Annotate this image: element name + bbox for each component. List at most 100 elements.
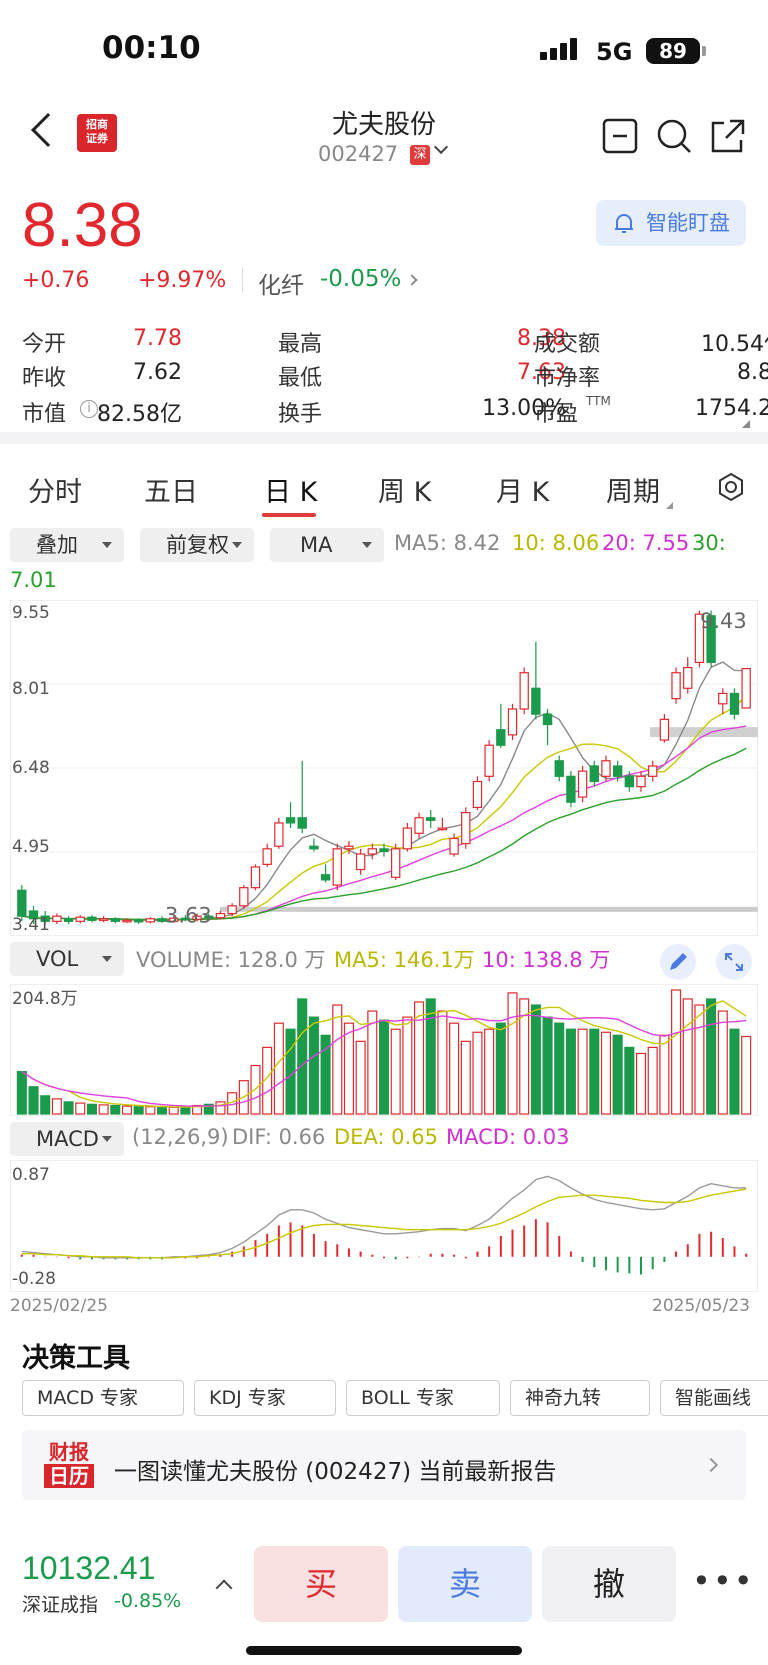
ma10-line	[21, 695, 747, 921]
tool-button[interactable]: BOLL 专家	[346, 1380, 500, 1416]
candle-body	[28, 910, 39, 920]
sell-button[interactable]: 卖	[398, 1546, 532, 1622]
settings-icon[interactable]	[716, 472, 746, 502]
tool-button[interactable]: MACD 专家	[22, 1380, 184, 1416]
volume-bar	[215, 1101, 226, 1115]
candle-body	[215, 912, 226, 919]
volume-bar	[729, 1028, 740, 1115]
overlay-dropdown[interactable]: 叠加	[10, 528, 124, 562]
volume-bar	[390, 1028, 401, 1115]
stat-value: 7.78	[133, 326, 182, 351]
section-divider	[0, 432, 768, 444]
tab-3[interactable]: 周 K	[378, 477, 432, 508]
tool-button[interactable]: 神奇九转	[510, 1380, 650, 1416]
info-icon[interactable]: i	[80, 400, 98, 418]
volume-bar	[589, 1028, 600, 1115]
tab-1[interactable]: 五日	[144, 477, 198, 508]
ma5-line	[21, 661, 747, 922]
stat-label: 最高	[278, 332, 323, 357]
fullscreen-button[interactable]	[716, 944, 752, 980]
macd-value: MACD: 0.03	[446, 1125, 570, 1149]
pe-ttm-sup: TTM	[586, 394, 611, 408]
smart-watch-button[interactable]: 智能盯盘	[596, 200, 746, 246]
sector-change[interactable]: -0.05%	[320, 266, 402, 292]
candle-body	[589, 765, 599, 783]
candle-body	[98, 918, 109, 921]
chevron-up-icon[interactable]	[215, 1579, 233, 1597]
dea-line	[21, 1188, 747, 1259]
tab-2[interactable]: 日 K	[264, 477, 318, 508]
more-icon[interactable]: •••	[692, 1562, 755, 1600]
candlestick-chart[interactable]: 9.55 8.01 6.48 4.95 3.41 9.43 3.63	[10, 600, 758, 936]
home-indicator	[246, 1646, 522, 1655]
vol-dropdown[interactable]: VOL	[10, 942, 124, 976]
candle-body	[192, 915, 202, 920]
volume-bar	[554, 1022, 565, 1115]
index-name[interactable]: 深证成指	[22, 1594, 99, 1616]
report-banner[interactable]	[22, 1430, 746, 1500]
volume-bar	[378, 1019, 390, 1115]
search-icon[interactable]	[656, 118, 692, 154]
volume-bar	[98, 1104, 109, 1115]
candle-body	[285, 817, 296, 824]
chevron-right-icon[interactable]	[406, 274, 418, 286]
network-type: 5G	[596, 38, 633, 66]
date-end: 2025/05/23	[652, 1296, 750, 1316]
vol-ma10-line	[21, 1014, 747, 1107]
report-logo-line1: 财报	[49, 1440, 89, 1464]
volume-bar	[40, 1095, 51, 1115]
candle-body	[309, 845, 319, 850]
adjust-dropdown[interactable]: 前复权	[140, 528, 254, 562]
candle-body	[40, 915, 50, 922]
vol-ma5-legend: MA5: 146.1万	[334, 948, 475, 972]
volume-bar	[28, 1086, 39, 1115]
candle-body	[332, 848, 342, 886]
volume-bar	[121, 1105, 133, 1115]
buy-button[interactable]: 买	[254, 1546, 388, 1622]
report-logo-line2: 日历	[44, 1464, 94, 1488]
volume-legend: VOLUME: 128.0 万	[136, 948, 326, 972]
index-value[interactable]: 10132.41	[22, 1550, 156, 1586]
candle-body	[262, 848, 272, 865]
share-icon[interactable]	[710, 118, 746, 154]
price-axis-label: 8.01	[12, 679, 50, 699]
exchange-badge: 深	[410, 145, 430, 165]
chevron-down-icon[interactable]	[433, 139, 449, 155]
smart-watch-label: 智能盯盘	[646, 211, 730, 235]
tool-button[interactable]: 智能画线	[660, 1380, 768, 1416]
stat-value: 13.00%	[482, 396, 566, 421]
battery-nub	[702, 46, 706, 56]
candle-body	[17, 889, 27, 917]
broker-logo: 招商证券	[77, 114, 117, 152]
tab-4[interactable]: 月 K	[496, 477, 550, 508]
tab-0[interactable]: 分时	[28, 477, 82, 508]
report-text[interactable]: 一图读懂尤夫股份 (002427) 当前最新报告	[114, 1459, 557, 1485]
volume-bar	[414, 1001, 425, 1115]
minus-square-icon[interactable]	[602, 118, 638, 154]
candle-body	[344, 845, 354, 850]
volume-bar	[297, 998, 308, 1115]
macd-dropdown[interactable]: MACD	[10, 1122, 124, 1156]
volume-bar	[460, 1040, 471, 1115]
tool-button[interactable]: KDJ 专家	[194, 1380, 336, 1416]
indicator-dropdown[interactable]: MA	[270, 528, 384, 562]
price-change: +0.76	[22, 268, 90, 293]
ma20-legend: 20: 7.55	[602, 531, 690, 555]
draw-button[interactable]	[660, 944, 696, 980]
volume-bar	[612, 1034, 623, 1115]
macd-chart[interactable]: 0.87 -0.28	[10, 1160, 758, 1292]
bell-icon	[615, 214, 633, 233]
candle-body	[531, 687, 541, 715]
volume-bar	[635, 1052, 647, 1115]
volume-bar	[542, 1016, 553, 1115]
volume-chart[interactable]: 204.8万	[10, 984, 758, 1116]
candle-body	[496, 729, 506, 746]
tab-5[interactable]: 周期	[606, 477, 660, 508]
sector-name[interactable]: 化纤	[258, 273, 304, 299]
index-change[interactable]: -0.85%	[114, 1590, 182, 1612]
volume-bar	[343, 1022, 354, 1115]
volume-bar	[168, 1106, 179, 1115]
stat-label: 换手	[278, 402, 323, 427]
volume-bar	[51, 1098, 62, 1115]
cancel-button[interactable]: 撤	[542, 1546, 676, 1622]
